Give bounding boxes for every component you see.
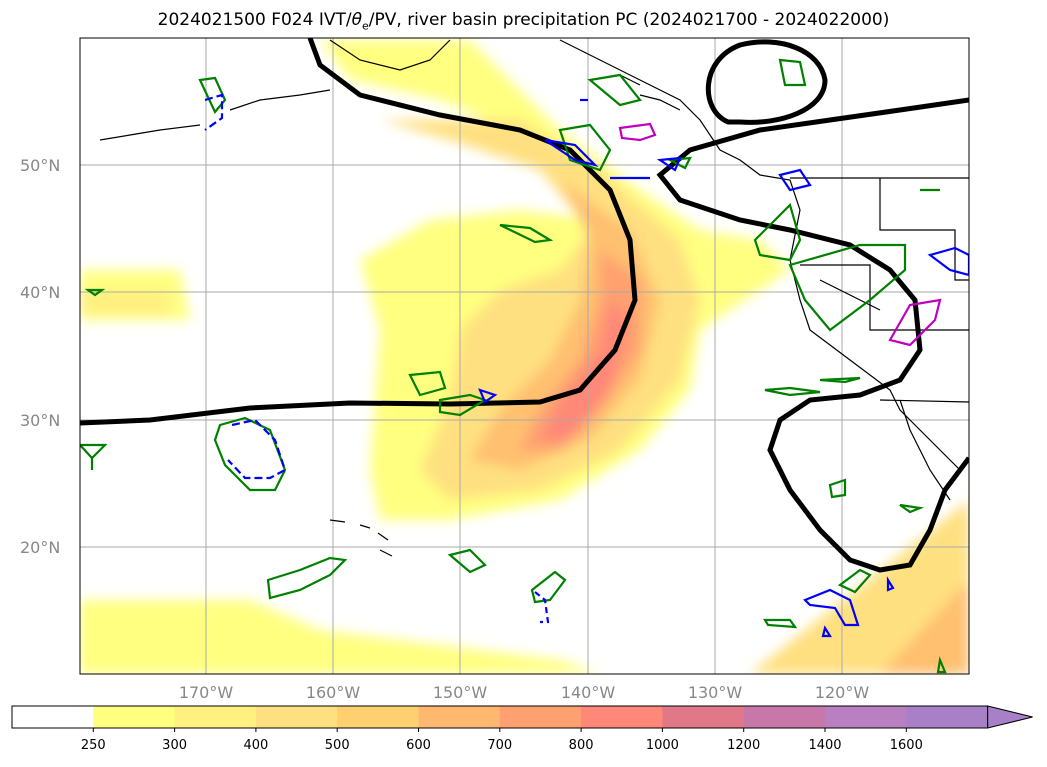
colorbar-swatch bbox=[174, 706, 257, 728]
colorbar-swatch bbox=[12, 706, 94, 728]
colorbar-tick-label: 700 bbox=[487, 738, 512, 753]
colorbar-swatch bbox=[906, 706, 989, 728]
coastlines bbox=[99, 39, 969, 557]
colorbar-extend-arrow bbox=[987, 705, 1033, 729]
lat-label: 40°N bbox=[20, 283, 60, 302]
lat-label: 50°N bbox=[20, 156, 60, 175]
colorbar-swatch bbox=[499, 706, 582, 728]
colorbar-swatch bbox=[825, 706, 907, 728]
colorbar-swatch bbox=[743, 706, 826, 728]
colorbar-tick-label: 400 bbox=[243, 738, 268, 753]
lat-label: 20°N bbox=[20, 538, 60, 557]
figure-title: 2024021500 F024 IVT/θe/PV, river basin p… bbox=[157, 10, 890, 33]
colorbar-tick-label: 250 bbox=[81, 738, 106, 753]
lon-label: 120°W bbox=[815, 683, 870, 702]
precip-pc-positive bbox=[80, 58, 947, 674]
lon-label: 160°W bbox=[306, 683, 361, 702]
map-frame bbox=[79, 37, 970, 675]
ivt-contours bbox=[80, 38, 969, 573]
colorbar-swatch bbox=[418, 706, 501, 728]
colorbar-tick-label: 1400 bbox=[808, 738, 841, 753]
lon-label: 170°W bbox=[179, 683, 234, 702]
colorbar-tick-label: 800 bbox=[569, 738, 594, 753]
colorbar-swatch bbox=[337, 706, 419, 728]
map-panel bbox=[80, 38, 969, 674]
colorbar-swatch bbox=[255, 706, 338, 728]
precip-pc-negative bbox=[204, 93, 969, 638]
lat-label: 30°N bbox=[20, 411, 60, 430]
colorbar-swatch bbox=[662, 706, 745, 728]
colorbar-swatch bbox=[93, 706, 176, 728]
precip-pc-high bbox=[618, 122, 942, 347]
colorbar-swatch bbox=[581, 706, 663, 728]
lon-label: 150°W bbox=[433, 683, 488, 702]
colorbar-tick-label: 500 bbox=[325, 738, 350, 753]
lon-labels: 170°W 160°W 150°W 140°W 130°W 120°W bbox=[179, 683, 870, 702]
lon-label: 130°W bbox=[688, 683, 743, 702]
lon-label: 140°W bbox=[561, 683, 616, 702]
colorbar-tick-label: 300 bbox=[162, 738, 187, 753]
colorbar-tick-label: 1600 bbox=[890, 738, 923, 753]
colorbar-tick-label: 600 bbox=[406, 738, 431, 753]
graticule bbox=[80, 38, 969, 674]
colorbar-tick-label: 1000 bbox=[646, 738, 679, 753]
colorbar: 250 300 400 500 600 700 800 1000 1200 1400 1600 bbox=[11, 705, 1033, 753]
lat-labels: 50°N 40°N 30°N 20°N bbox=[20, 156, 60, 557]
colorbar-tick-label: 1200 bbox=[727, 738, 760, 753]
